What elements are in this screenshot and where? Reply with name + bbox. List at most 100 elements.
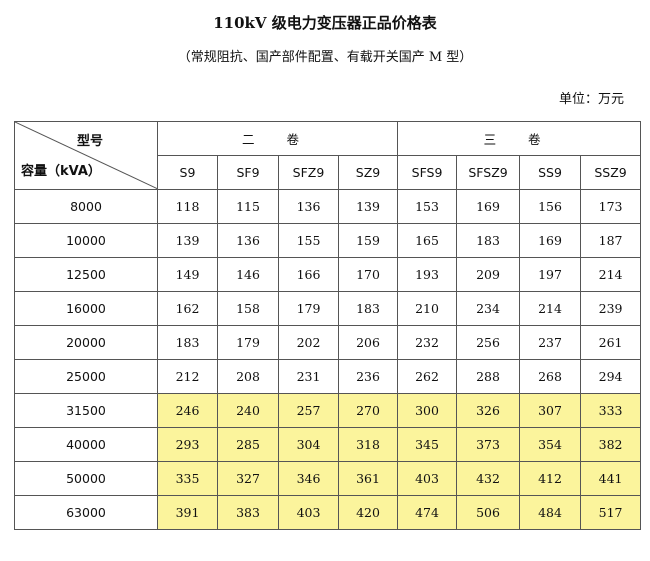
- price-cell: 237: [519, 325, 582, 360]
- price-cell: 391: [157, 495, 218, 530]
- model-header-sf9: SF9: [217, 155, 279, 190]
- price-cell: 333: [580, 393, 642, 428]
- price-cell: 149: [157, 257, 218, 292]
- model-header-sfs9: SFS9: [397, 155, 458, 190]
- price-cell: 268: [519, 359, 582, 394]
- table-row: 50000 335 327 346 361 403 432 412 441: [14, 461, 642, 496]
- price-cell: 197: [519, 257, 582, 292]
- price-cell: 346: [278, 461, 339, 496]
- price-cell: 214: [580, 257, 642, 292]
- price-cell: 256: [456, 325, 521, 360]
- price-cell: 517: [580, 495, 642, 530]
- price-cell: 294: [580, 359, 642, 394]
- table-body: 8000 118 115 136 139 153 169 156 173 10000 139 136 1…: [14, 189, 642, 530]
- table-row: 31500 246 240 257 270 300 326 307 333: [14, 393, 642, 428]
- price-cell: 373: [456, 427, 521, 462]
- price-cell: 136: [278, 189, 339, 224]
- capacity-cell: 16000: [14, 291, 158, 326]
- price-cell: 209: [456, 257, 521, 292]
- price-cell: 169: [456, 189, 521, 224]
- price-cell: 158: [217, 291, 279, 326]
- table-row: 16000 162 158 179 183 210 234 214 239: [14, 291, 642, 326]
- price-cell: 420: [337, 495, 399, 530]
- price-cell: 206: [337, 325, 399, 360]
- price-cell: 136: [217, 223, 279, 258]
- price-cell: 318: [337, 427, 399, 462]
- model-header-sfz9: SFZ9: [278, 155, 339, 190]
- price-table: 型号 容量（kVA） 二 卷 三 卷 S9 SF9 SFZ9 SZ9 SFS9 SFSZ9…: [14, 121, 642, 530]
- capacity-cell: 40000: [14, 427, 158, 462]
- price-cell: 212: [157, 359, 218, 394]
- price-cell: 153: [397, 189, 458, 224]
- price-cell: 169: [519, 223, 582, 258]
- price-cell: 179: [217, 325, 279, 360]
- price-cell: 326: [456, 393, 521, 428]
- price-cell: 115: [217, 189, 279, 224]
- price-cell: 236: [337, 359, 399, 394]
- price-cell: 170: [337, 257, 399, 292]
- price-cell: 474: [397, 495, 458, 530]
- price-cell: 208: [217, 359, 279, 394]
- table-row: 12500 149 146 166 170 193 209 197 214: [14, 257, 642, 292]
- table-row: 20000 183 179 202 206 232 256 237 261: [14, 325, 642, 360]
- price-cell: 183: [337, 291, 399, 326]
- price-cell: 240: [217, 393, 279, 428]
- model-header-row: S9 SF9 SFZ9 SZ9 SFS9 SFSZ9 SS9 SSZ9: [15, 155, 642, 190]
- price-cell: 156: [519, 189, 582, 224]
- table-row: 10000 139 136 155 159 165 183 169 187: [14, 223, 642, 258]
- price-cell: 232: [397, 325, 458, 360]
- capacity-cell: 50000: [14, 461, 158, 496]
- price-cell: 403: [397, 461, 458, 496]
- price-cell: 403: [278, 495, 339, 530]
- table-row: 8000 118 115 136 139 153 169 156 173: [14, 189, 642, 224]
- price-cell: 345: [397, 427, 458, 462]
- price-cell: 354: [519, 427, 582, 462]
- capacity-cell: 12500: [14, 257, 158, 292]
- price-cell: 146: [217, 257, 279, 292]
- model-header-sfsz9: SFSZ9: [456, 155, 521, 190]
- price-cell: 155: [278, 223, 339, 258]
- price-cell: 246: [157, 393, 218, 428]
- price-cell: 304: [278, 427, 339, 462]
- price-cell: 432: [456, 461, 521, 496]
- price-cell: 262: [397, 359, 458, 394]
- price-cell: 183: [157, 325, 218, 360]
- price-cell: 335: [157, 461, 218, 496]
- table-row: 25000 212 208 231 236 262 288 268 294: [14, 359, 642, 394]
- price-cell: 183: [456, 223, 521, 258]
- price-cell: 327: [217, 461, 279, 496]
- model-axis-label: 型号: [77, 134, 104, 149]
- capacity-axis-label: 容量（kVA）: [21, 164, 101, 179]
- model-header-sz9: SZ9: [337, 155, 399, 190]
- price-cell: 293: [157, 427, 218, 462]
- price-cell: 139: [337, 189, 399, 224]
- price-cell: 179: [278, 291, 339, 326]
- header-corner-cell: 型号 容量（kVA）: [14, 121, 158, 190]
- price-cell: 270: [337, 393, 399, 428]
- price-cell: 257: [278, 393, 339, 428]
- price-cell: 261: [580, 325, 642, 360]
- price-cell: 239: [580, 291, 642, 326]
- capacity-cell: 20000: [14, 325, 158, 360]
- price-cell: 159: [337, 223, 399, 258]
- price-cell: 187: [580, 223, 642, 258]
- price-cell: 441: [580, 461, 642, 496]
- price-cell: 193: [397, 257, 458, 292]
- price-cell: 288: [456, 359, 521, 394]
- capacity-cell: 31500: [14, 393, 158, 428]
- document-subtitle: （常规阻抗、国产部件配置、有载开关国产 M 型）: [177, 50, 473, 65]
- price-cell: 231: [278, 359, 339, 394]
- capacity-cell: 8000: [14, 189, 158, 224]
- corner-diagonal-line: [15, 122, 158, 189]
- price-cell: 383: [217, 495, 279, 530]
- price-cell: 234: [456, 291, 521, 326]
- unit-label: 单位：万元: [558, 92, 624, 107]
- group-three-winding: 三 卷: [397, 121, 642, 156]
- capacity-cell: 25000: [14, 359, 158, 394]
- price-cell: 285: [217, 427, 279, 462]
- price-cell: 484: [519, 495, 582, 530]
- table-row: 40000 293 285 304 318 345 373 354 382: [14, 427, 642, 462]
- price-cell: 162: [157, 291, 218, 326]
- price-cell: 214: [519, 291, 582, 326]
- price-cell: 382: [580, 427, 642, 462]
